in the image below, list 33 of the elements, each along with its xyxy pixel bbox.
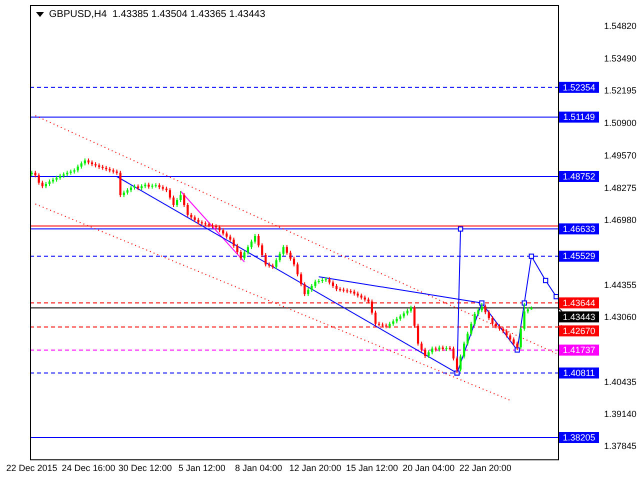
ref-line-label: 1.45529 — [562, 251, 596, 262]
y-tick-label: 1.53490 — [604, 54, 637, 64]
x-tick-label: 30 Dec 12:00 — [118, 463, 172, 474]
ref-line-label: 1.51149 — [563, 112, 595, 122]
x-tick-label: 12 Jan 20:00 — [289, 463, 342, 474]
x-tick-label: 22 Dec 2015 — [6, 463, 58, 474]
y-tick-label: 1.43060 — [604, 312, 637, 322]
legend-label: 1.43443 — [562, 312, 596, 322]
y-tick-label: 1.39140 — [604, 408, 637, 419]
ref-line-label: 1.38205 — [562, 432, 596, 443]
x-tick-label: 8 Jan 04:00 — [235, 463, 282, 474]
ref-line-label: 1.42670 — [562, 326, 596, 336]
y-tick-label: 1.46980 — [604, 214, 637, 225]
y-tick-label: 1.50900 — [604, 118, 637, 128]
ref-line-label: 1.52354 — [562, 82, 596, 92]
y-tick-label: 1.40435 — [604, 376, 637, 387]
ref-line-label: 1.40811 — [563, 368, 595, 378]
ref-line-label: 1.41737 — [562, 345, 596, 356]
y-tick-label: 1.54820 — [604, 20, 637, 31]
x-tick-label: 15 Jan 12:00 — [346, 463, 398, 474]
chart-title: GBPUSD,H4 1.43385 1.43504 1.43365 1.43443 — [49, 9, 266, 20]
ref-line-label: 1.46633 — [562, 224, 596, 234]
y-tick-label: 1.52195 — [604, 86, 637, 96]
y-tick-label: 1.37845 — [604, 440, 637, 451]
x-tick-label: 24 Dec 16:00 — [62, 463, 116, 474]
y-tick-label: 1.44355 — [604, 280, 637, 290]
x-tick-label: 5 Jan 12:00 — [178, 463, 226, 474]
ref-line-label: 1.48752 — [562, 171, 596, 182]
y-tick-label: 1.49570 — [604, 150, 637, 161]
x-tick-label: 22 Jan 20:00 — [459, 463, 512, 474]
x-tick-label: 20 Jan 04:00 — [402, 463, 455, 474]
ref-line-label: 1.43644 — [562, 298, 596, 308]
y-tick-label: 1.48275 — [604, 182, 637, 193]
